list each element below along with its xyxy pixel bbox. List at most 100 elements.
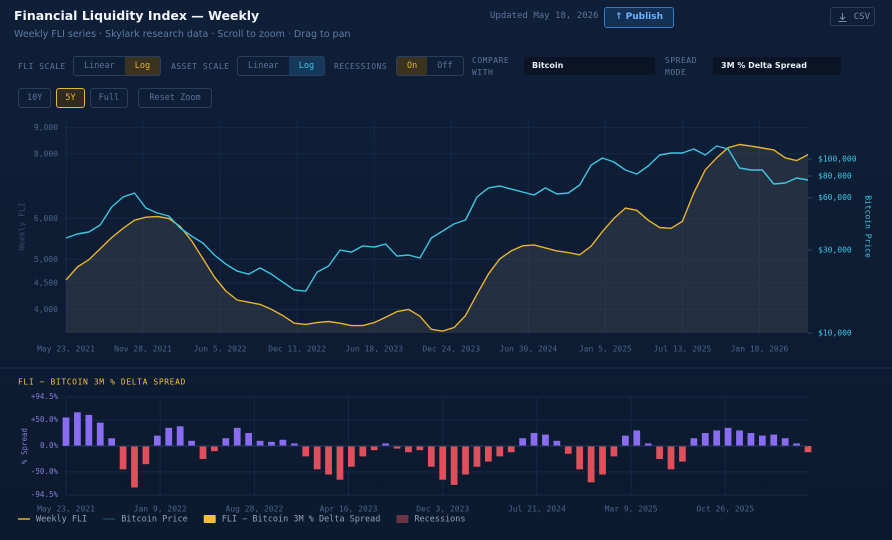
bar [633,430,641,446]
bar [587,446,595,483]
bar [701,433,709,446]
y-tick-label: 0.0% [40,441,59,450]
segment-option[interactable]: Linear [84,61,115,71]
download-icon [838,13,847,22]
control-label: COMPARE WITH [472,56,510,77]
y2-tick-label: $100,000 [818,155,857,164]
segmented-control: Linear Log [73,56,162,76]
y-tick-label: 9,000 [34,123,58,132]
line [65,143,809,332]
y-tick-label: +94.5% [31,392,59,401]
segment-option[interactable]: On [397,57,428,75]
y2-tick-label: $10,000 [818,329,852,338]
bar [564,446,572,454]
bar [781,438,789,446]
x-tick-label: Jul 13, 2025 [654,345,712,354]
legend-label: Bitcoin Price [121,515,188,525]
segmented-control: On Off [396,56,464,76]
legend-label: Recessions [414,515,465,525]
range-button[interactable]: 10Y [18,88,52,108]
bar [96,422,104,446]
bar [290,443,298,446]
segmented-control: Linear Log [237,56,326,76]
y-tick-label: -94.5% [31,490,59,499]
x-tick-label: Jul 21, 2024 [508,505,566,514]
x-tick-label: Jun 5, 2022 [194,345,247,354]
x-tick-label: Nov 28, 2021 [114,345,172,354]
control-label: FLI SCALE [18,62,66,71]
bar [496,446,504,457]
bar [188,440,195,446]
bar [793,443,800,446]
bar [256,440,264,446]
y2-axis-label: Bitcoin Price [864,195,873,258]
bar [211,446,218,452]
bar [108,438,116,446]
bar [610,446,618,457]
title: Financial Liquidity Index — Weekly [14,8,260,23]
csv-button[interactable]: CSV [830,7,875,26]
bar [439,446,447,480]
bar [359,446,367,457]
chart-title: FLI − BITCOIN 3M % DELTA SPREAD [18,378,186,387]
x-tick-label: Dec 3, 2023 [416,505,469,514]
publish-button[interactable]: ↑ Publish [604,7,674,28]
bar [770,434,778,446]
bar [279,439,287,446]
segment-option[interactable]: Off [437,61,453,71]
bar [758,435,766,446]
segment-option[interactable]: Linear [248,61,279,71]
bar [450,446,458,485]
bar [542,434,549,446]
y-tick-label: 5,000 [34,255,58,264]
bar [74,412,81,446]
y2-tick-label: $30,000 [818,246,852,255]
area [66,144,808,333]
reset-zoom[interactable]: Reset Zoom [138,88,212,108]
control-label: RECESSIONS [334,62,388,71]
x-tick-label: Apr 16, 2023 [320,505,378,514]
y-tick-label: +50.0% [31,415,59,424]
bar [644,443,652,446]
bar [484,446,492,462]
bar [336,446,344,480]
y-tick-label: 4,500 [34,278,58,287]
x-tick-label: May 23, 2021 [37,505,95,514]
x-tick-label: Jun 30, 2024 [499,345,557,354]
spread-select[interactable]: 3M % Delta Spread [713,57,841,75]
subtitle: Weekly FLI series · Skylark research dat… [14,29,351,40]
bar [382,443,390,446]
bar [690,438,698,446]
bar [462,446,469,475]
segment-option[interactable]: Log [124,57,161,75]
x-tick-label: Jun 18, 2023 [345,345,403,354]
bar [348,446,355,467]
legend-label: FLI − Bitcoin 3M % Delta Spread [222,515,381,525]
bar [713,430,721,446]
segment-option[interactable]: Log [288,57,325,75]
compare-select[interactable]: Bitcoin [524,57,655,75]
bar [142,446,150,465]
bar [62,417,70,446]
line [65,145,809,292]
control-label: ASSET SCALE [171,62,230,71]
bar [736,430,743,446]
range-button[interactable]: 5Y [56,88,85,108]
bar [302,446,310,457]
bar [405,446,412,453]
csv-label: CSV [853,12,870,22]
legend-swatch [203,515,216,523]
y-axis-label: % Spread [20,428,29,464]
bar [165,427,173,446]
updated: Updated May 18, 2026 [490,11,599,21]
x-tick-label: Mar 9, 2025 [605,505,658,514]
bar [656,446,663,459]
x-tick-label: Jan 9, 2022 [134,505,187,514]
x-tick-label: Aug 28, 2022 [225,505,283,514]
range-button[interactable]: Full [89,88,129,108]
x-tick-label: Jan 5, 2025 [579,345,632,354]
bar [176,426,184,446]
bar [313,446,321,470]
y2-tick-label: $60,000 [818,193,852,202]
